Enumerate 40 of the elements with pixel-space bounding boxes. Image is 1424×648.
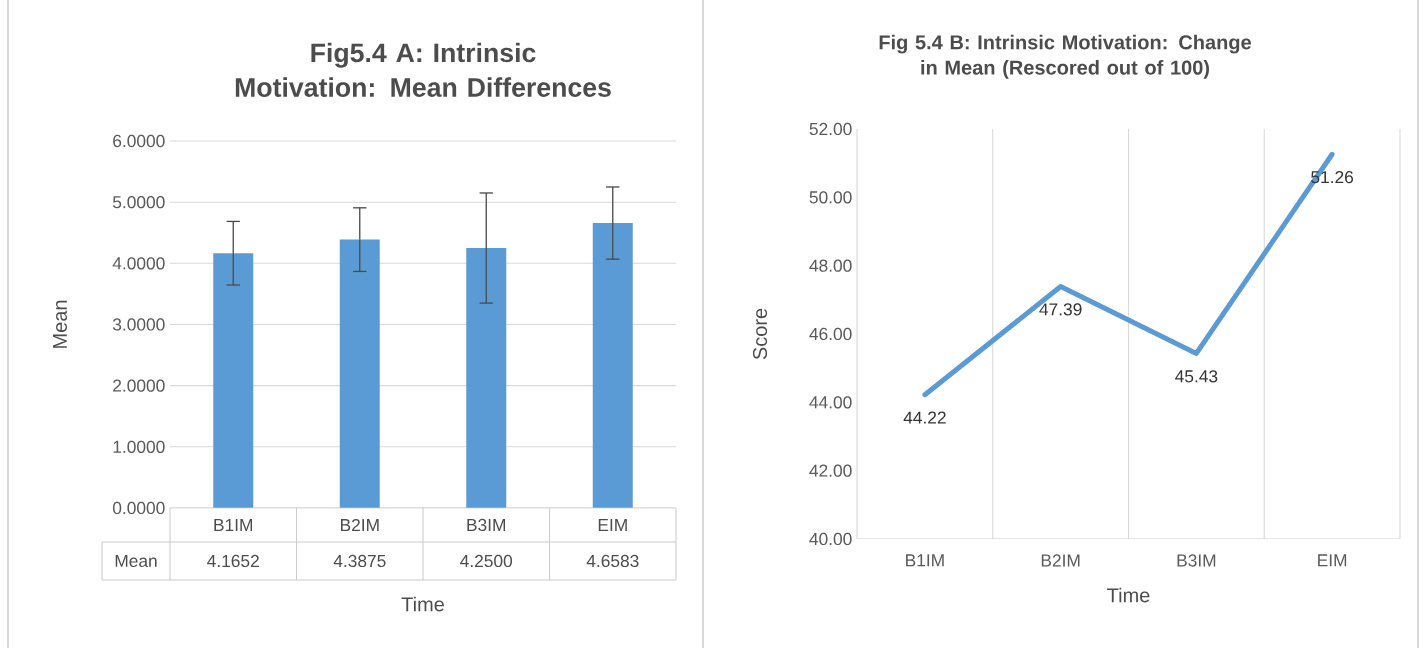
- y-tick-label: 5.0000: [112, 196, 165, 209]
- y-tick-label: 1.0000: [113, 440, 165, 453]
- data-label: 45.43: [1175, 370, 1218, 383]
- x-tick-label: B2IM: [1041, 554, 1080, 567]
- y-tick-label: 42.00: [809, 464, 852, 477]
- x-tick-label: B3IM: [1177, 554, 1216, 567]
- x-tick-label: EIM: [598, 519, 627, 531]
- data-label: 4.6583: [586, 554, 639, 568]
- chart-title: Fig5.4 A: Intrinsic Motivation: Mean Differences: [235, 42, 611, 97]
- data-label: 4.3875: [333, 554, 386, 568]
- bar: [213, 253, 254, 508]
- y-tick-label: 2.0000: [113, 379, 165, 392]
- data-label: 4.2500: [460, 554, 513, 568]
- y-tick-label: 4.0000: [112, 257, 165, 270]
- y-tick-label: 44.00: [809, 396, 852, 409]
- chart-title: Fig 5.4 B: Intrinsic Motivation: Change in Mean (Rescored out of 100): [879, 34, 1252, 79]
- y-tick-label: 50.00: [809, 191, 852, 204]
- data-label: 47.39: [1039, 303, 1082, 316]
- data-label: 4.1652: [207, 554, 259, 568]
- x-tick-label: B2IM: [341, 518, 379, 532]
- y-tick-label: 46.00: [809, 327, 852, 341]
- y-tick-label: 52.00: [809, 122, 852, 136]
- x-tick-label: B3IM: [467, 518, 506, 532]
- x-axis-title: Time: [401, 596, 444, 612]
- y-tick-label: 0.0000: [112, 501, 165, 515]
- y-axis-title: Score: [752, 308, 768, 360]
- text: Mean: [115, 554, 157, 568]
- y-tick-label: 48.00: [809, 259, 852, 272]
- bar: [466, 248, 507, 508]
- y-tick-label: 40.00: [809, 532, 852, 546]
- x-tick-label: EIM: [1318, 554, 1347, 567]
- bar: [339, 239, 380, 508]
- x-axis-title: Time: [1107, 587, 1150, 603]
- y-axis-title: Mean: [53, 300, 67, 348]
- y-tick-label: 3.0000: [112, 318, 165, 331]
- bar: [592, 223, 633, 508]
- y-tick-label: 6.0000: [113, 134, 165, 148]
- x-tick-label: B1IM: [214, 519, 253, 531]
- x-tick-label: B1IM: [906, 554, 944, 567]
- data-label: 44.22: [903, 411, 946, 424]
